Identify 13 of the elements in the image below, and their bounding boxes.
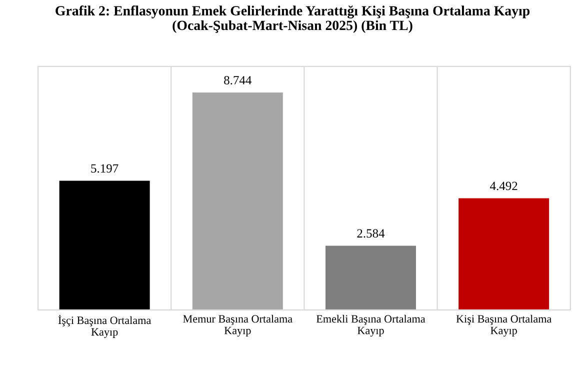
x-tick-label: Emekli Başına Ortalama Kayıp xyxy=(316,314,426,337)
data-label: 2.584 xyxy=(357,229,385,238)
x-tick-label: İşçi Başına Ortalama Kayıp xyxy=(58,314,151,338)
bar xyxy=(325,246,416,310)
data-label: 8.744 xyxy=(224,76,252,84)
bar xyxy=(59,180,150,310)
data-label: 5.197 xyxy=(91,164,118,173)
chart-title: Grafik 2: Enflasyonun Emek Gelirlerinde Yarattığı Kişi Başına Ortalama Kayıp (Ocak-Şubat-Mart-Nisan 2025) (Bin TL) xyxy=(56,6,530,33)
bar xyxy=(458,198,550,310)
data-label: 4.492 xyxy=(490,182,518,190)
x-tick-label: Memur Başına Ortalama Kayıp xyxy=(183,314,292,337)
bar xyxy=(192,92,283,310)
x-tick-label: Kişi Başına Ortalama Kayıp xyxy=(456,314,552,337)
